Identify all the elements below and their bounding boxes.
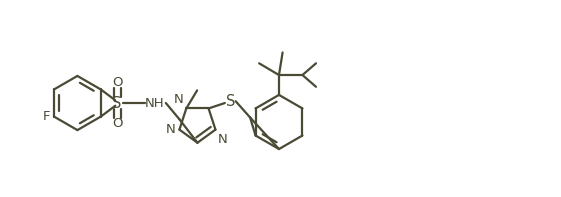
Text: N: N [174, 93, 183, 106]
Text: S: S [226, 94, 235, 109]
Text: N: N [166, 123, 176, 136]
Text: N: N [217, 133, 227, 146]
Text: NH: NH [145, 97, 165, 110]
Text: S: S [112, 96, 122, 111]
Text: O: O [112, 117, 122, 130]
Text: F: F [43, 110, 50, 123]
Text: O: O [112, 76, 122, 89]
